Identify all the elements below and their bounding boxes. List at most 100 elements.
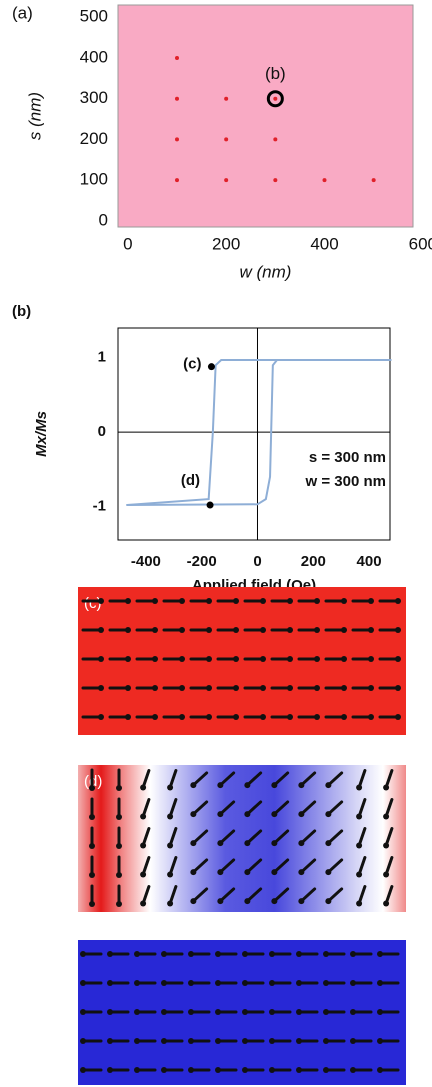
moment-head bbox=[325, 811, 331, 817]
moment-head bbox=[152, 598, 158, 604]
moment-head bbox=[152, 685, 158, 691]
moment-head bbox=[215, 951, 221, 957]
moment-head bbox=[325, 869, 331, 875]
moment-head bbox=[179, 598, 185, 604]
moment-head bbox=[167, 843, 173, 849]
moment-head bbox=[395, 685, 401, 691]
x-tick-label: -200 bbox=[187, 553, 217, 570]
moment-head bbox=[134, 1009, 140, 1015]
moment-head bbox=[167, 785, 173, 791]
moment-head bbox=[314, 714, 320, 720]
moment-head bbox=[269, 1038, 275, 1044]
y-tick-label: 0 bbox=[99, 210, 108, 229]
moment-head bbox=[356, 843, 362, 849]
point bbox=[175, 56, 179, 60]
moment-head bbox=[269, 1009, 275, 1015]
point bbox=[175, 97, 179, 101]
moment-head bbox=[325, 840, 331, 846]
moment-head bbox=[377, 1038, 383, 1044]
moment-head bbox=[368, 685, 374, 691]
moment-head bbox=[383, 785, 389, 791]
panel-label: (b) bbox=[12, 303, 31, 320]
x-axis-label: w (nm) bbox=[240, 262, 292, 281]
moment-head bbox=[287, 714, 293, 720]
moment-head bbox=[368, 598, 374, 604]
moment-head bbox=[161, 1009, 167, 1015]
moment-head bbox=[383, 872, 389, 878]
moment-head bbox=[298, 869, 304, 875]
moment-head bbox=[140, 872, 146, 878]
moment-head bbox=[116, 785, 122, 791]
moment-head bbox=[260, 627, 266, 633]
moment-head bbox=[395, 714, 401, 720]
point bbox=[323, 178, 327, 182]
panel-label: (a) bbox=[12, 3, 33, 22]
moment-head bbox=[287, 656, 293, 662]
moment-head bbox=[107, 1067, 113, 1073]
param-text: w = 300 nm bbox=[305, 473, 386, 490]
moment-head bbox=[206, 627, 212, 633]
moment-head bbox=[167, 901, 173, 907]
moment-head bbox=[116, 872, 122, 878]
moment-head bbox=[179, 627, 185, 633]
moment-head bbox=[314, 598, 320, 604]
moment-head bbox=[125, 656, 131, 662]
moment-head bbox=[242, 1009, 248, 1015]
moment-head bbox=[161, 980, 167, 986]
moment-head bbox=[314, 627, 320, 633]
moment-head bbox=[107, 1009, 113, 1015]
moment-head bbox=[244, 898, 250, 904]
moment-head bbox=[80, 951, 86, 957]
y-tick-label: -1 bbox=[93, 497, 106, 514]
x-tick-label: 200 bbox=[301, 553, 326, 570]
moment-head bbox=[377, 1067, 383, 1073]
moment-head bbox=[152, 627, 158, 633]
moment-head bbox=[215, 1038, 221, 1044]
state-label: (c) bbox=[183, 356, 201, 373]
moment-head bbox=[287, 685, 293, 691]
moment-head bbox=[217, 898, 223, 904]
moment-head bbox=[167, 814, 173, 820]
annotation: (b) bbox=[265, 64, 286, 83]
y-tick-label: 200 bbox=[80, 129, 108, 148]
moment-head bbox=[152, 656, 158, 662]
moment-head bbox=[356, 785, 362, 791]
moment-head bbox=[125, 685, 131, 691]
moment-head bbox=[190, 840, 196, 846]
x-tick-label: 400 bbox=[310, 234, 338, 253]
moment-head bbox=[140, 785, 146, 791]
moment-head bbox=[323, 1009, 329, 1015]
moment-head bbox=[296, 951, 302, 957]
moment-head bbox=[188, 1009, 194, 1015]
moment-head bbox=[206, 656, 212, 662]
moment-head bbox=[80, 1038, 86, 1044]
moment-head bbox=[271, 840, 277, 846]
moment-head bbox=[350, 1009, 356, 1015]
y-tick-label: 100 bbox=[80, 170, 108, 189]
moment-head bbox=[383, 843, 389, 849]
moment-head bbox=[190, 869, 196, 875]
moment-head bbox=[140, 843, 146, 849]
moment-head bbox=[356, 901, 362, 907]
y-tick-label: 300 bbox=[80, 88, 108, 107]
moment-head bbox=[161, 951, 167, 957]
moment-head bbox=[89, 785, 95, 791]
moment-head bbox=[296, 1009, 302, 1015]
moment-head bbox=[368, 627, 374, 633]
moment-head bbox=[395, 656, 401, 662]
moment-head bbox=[190, 898, 196, 904]
moment-head bbox=[350, 980, 356, 986]
moment-head bbox=[350, 951, 356, 957]
moment-head bbox=[206, 714, 212, 720]
moment-head bbox=[271, 898, 277, 904]
moment-head bbox=[287, 598, 293, 604]
y-tick-label: 0 bbox=[98, 423, 106, 440]
moment-head bbox=[134, 980, 140, 986]
moment-head bbox=[341, 685, 347, 691]
moment-head bbox=[260, 656, 266, 662]
moment-head bbox=[298, 898, 304, 904]
moment-head bbox=[323, 1067, 329, 1073]
moment-head bbox=[190, 811, 196, 817]
moment-head bbox=[244, 782, 250, 788]
moment-head bbox=[356, 814, 362, 820]
